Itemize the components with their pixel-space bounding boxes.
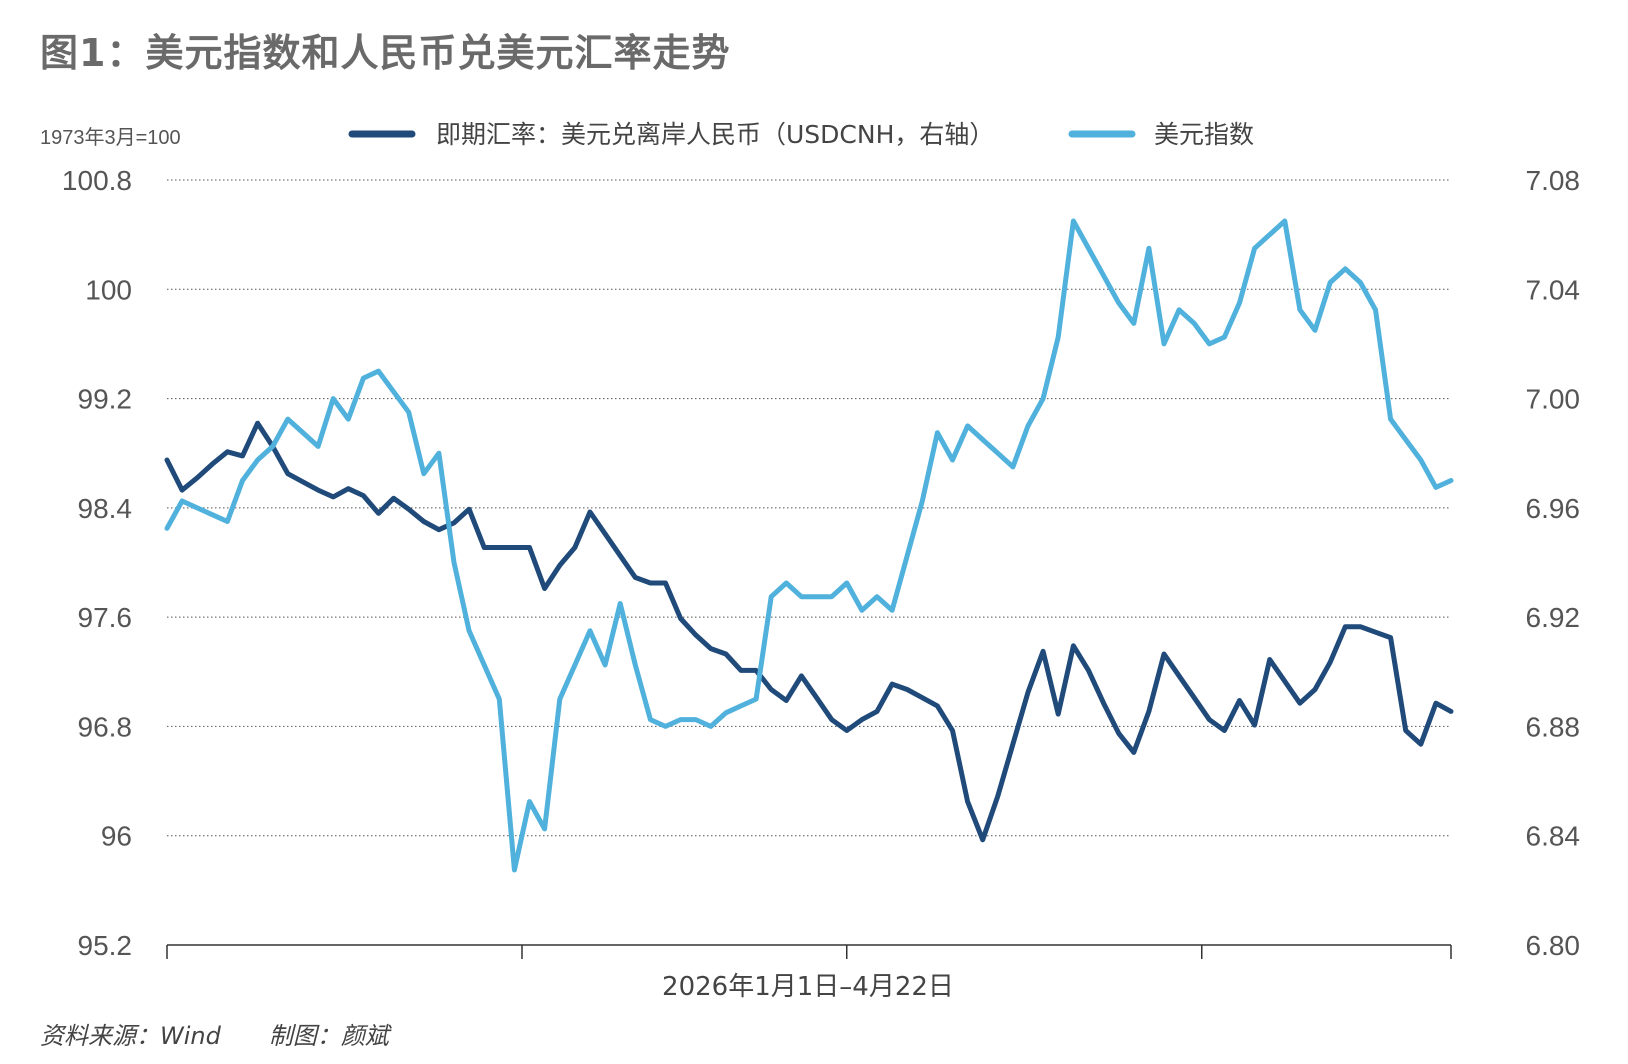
series-layer: [164, 218, 1454, 873]
left-tick-label: 96.8: [78, 711, 133, 742]
right-tick-label: 6.96: [1526, 493, 1581, 524]
left-axis-note: 1973年3月=100: [40, 126, 181, 149]
left-tick-label: 100.8: [62, 165, 132, 196]
right-tick-label: 7.08: [1526, 165, 1581, 196]
x-axis-label: 2026年1月1日–4月22日: [662, 972, 954, 1002]
grid-layer: [167, 179, 1451, 837]
chart-title: 图1：美元指数和人民币兑美元汇率走势: [40, 31, 731, 75]
right-tick-label: 6.92: [1526, 602, 1581, 633]
left-tick-label: 97.6: [78, 602, 133, 633]
right-tick-label: 6.80: [1526, 930, 1581, 961]
right-tick-label: 6.88: [1526, 711, 1581, 742]
author-note: 制图：颜斌: [268, 1022, 389, 1050]
left-tick-label: 96: [101, 821, 132, 852]
series-line-usdcnh: [164, 420, 1454, 843]
left-tick-label: 98.4: [78, 493, 133, 524]
right-tick-label: 7.04: [1526, 274, 1581, 305]
left-tick-label: 99.2: [78, 384, 133, 415]
left-tick-label: 100: [85, 274, 132, 305]
right-tick-label: 6.84: [1526, 821, 1581, 852]
legend: 即期汇率：美元兑离岸人民币（USDCNH，右轴） 美元指数: [348, 120, 1254, 149]
legend-label-usdcnh: 即期汇率：美元兑离岸人民币（USDCNH，右轴）: [436, 120, 994, 149]
axis-layer: 95.2 6.80 96 6.84 96.8 6.88 97.6 6.92 98.4 6.96 99…: [62, 165, 1580, 961]
legend-label-dxy: 美元指数: [1154, 120, 1254, 149]
right-tick-label: 7.00: [1526, 384, 1581, 415]
left-tick-label: 95.2: [78, 930, 133, 961]
source-note: 资料来源：Wind: [40, 1022, 221, 1050]
series-line-dxy: [164, 218, 1454, 873]
footer: 资料来源：Wind 制图：颜斌: [40, 1016, 389, 1051]
